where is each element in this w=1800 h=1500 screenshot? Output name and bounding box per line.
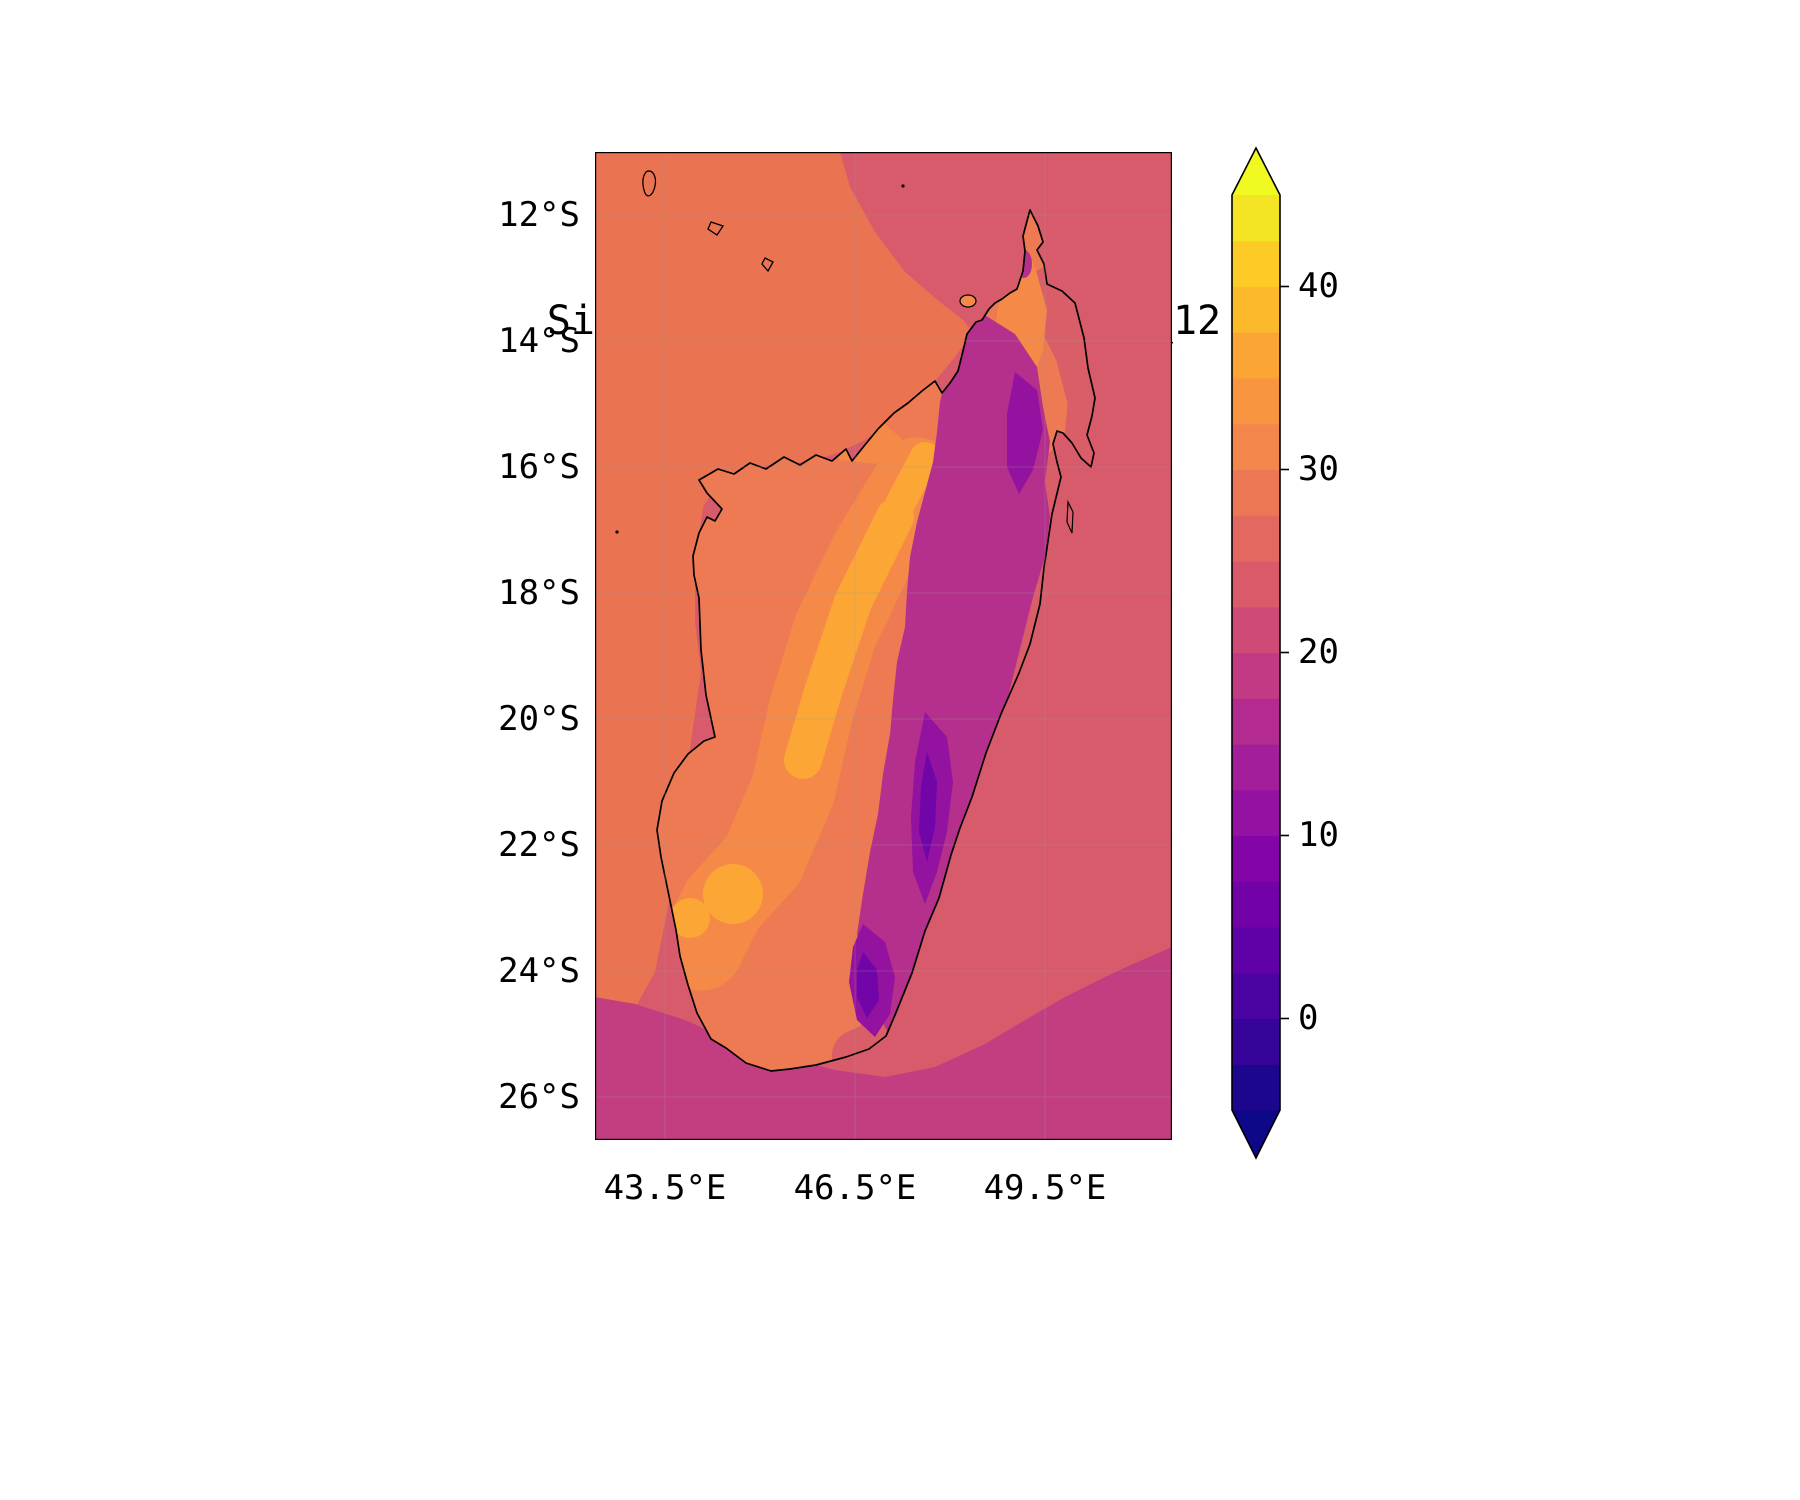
anjouan-island [707,221,725,236]
x-tick-49-5e: 49.5°E [983,1168,1107,1208]
y-tick-18s: 18°S [498,573,580,613]
colorbar-tick-0: 0 [1298,998,1319,1038]
x-tick-43-5e: 43.5°E [603,1168,727,1208]
colorbar-tick-40: 40 [1298,266,1339,306]
colorbar-tick-20: 20 [1298,632,1339,672]
colorbar-tick-10: 10 [1298,815,1339,855]
y-tick-16s: 16°S [498,447,580,487]
grande-comore-island [642,170,657,197]
west-hot-core [784,498,914,779]
x-tick-46-5e: 46.5°E [793,1168,917,1208]
land-temperature-field [657,210,1095,1071]
sainte-marie-island [1066,499,1074,534]
south-coldest-pocket [857,952,879,1018]
y-tick-26s: 26°S [498,1077,580,1117]
plot-frame [595,152,1172,1140]
madagascar-coastline [656,209,1096,1072]
map-plot [595,152,1172,1140]
southwest-hot-spot [703,864,763,924]
y-tick-24s: 24°S [498,951,580,991]
central-coldest-pocket [919,752,937,862]
colorbar-bands [1232,195,1280,1111]
mayotte-island [761,257,774,273]
islet-speck-north [901,184,905,188]
toliara-hot-spot [670,898,710,938]
ocean-cool-south [595,947,1172,1140]
colorbar-svg [1231,146,1289,1160]
y-tick-12s: 12°S [498,195,580,235]
islet-speck-channel [615,530,619,534]
y-tick-14s: 14°S [498,321,580,361]
colorbar [1212,140,1312,1165]
nosy-be-island [959,294,977,308]
ocean-warm-northwest [595,152,973,1027]
colorbar-tick-30: 30 [1298,449,1339,489]
y-tick-22s: 22°S [498,825,580,865]
colorbar-tick-marks [1280,285,1289,1020]
central-highlands-cool [857,314,1050,1050]
y-tick-20s: 20°S [498,699,580,739]
colorbar-under-arrow [1232,1110,1280,1158]
northwest-hot-core [885,442,940,519]
north-highland-cold-core [1007,372,1043,494]
colorbar-outline [1231,146,1281,1160]
map-svg [595,152,1172,1140]
colorbar-over-arrow [1232,148,1280,195]
gridlines [595,152,1172,1140]
